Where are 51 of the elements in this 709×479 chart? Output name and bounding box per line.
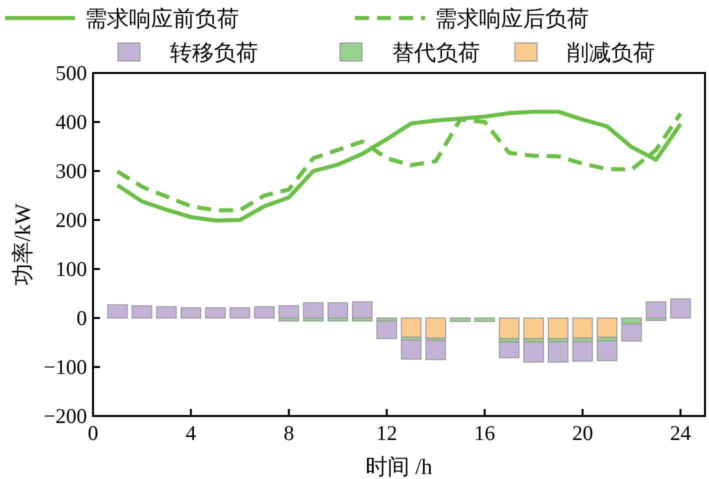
bar bbox=[205, 307, 226, 318]
bar bbox=[646, 301, 666, 318]
legend-label: 转移负荷 bbox=[170, 40, 258, 65]
bar bbox=[548, 318, 568, 340]
legend-label: 替代负荷 bbox=[392, 40, 480, 65]
bar bbox=[572, 318, 593, 339]
y-tick-label: 300 bbox=[56, 159, 87, 183]
bar bbox=[474, 318, 495, 322]
bar bbox=[670, 298, 691, 318]
y-axis-title: 功率/kW bbox=[10, 203, 35, 286]
bar bbox=[230, 307, 250, 318]
bar bbox=[303, 302, 324, 318]
x-tick-label: 16 bbox=[474, 421, 496, 445]
bar bbox=[572, 341, 593, 362]
bar bbox=[376, 320, 398, 340]
bar bbox=[107, 304, 128, 318]
y-tick-label: 400 bbox=[56, 110, 87, 134]
bar bbox=[523, 318, 544, 340]
bar bbox=[352, 301, 373, 318]
y-tick-label: −100 bbox=[44, 355, 87, 379]
x-tick-label: 12 bbox=[376, 421, 398, 445]
bar bbox=[156, 306, 177, 318]
bar bbox=[180, 307, 202, 318]
x-tick-label: 4 bbox=[186, 421, 197, 445]
x-tick-label: 20 bbox=[572, 421, 594, 445]
bar bbox=[425, 340, 446, 360]
bar bbox=[254, 306, 275, 318]
y-tick-label: 200 bbox=[56, 208, 87, 232]
bar bbox=[400, 318, 422, 338]
bar bbox=[450, 318, 470, 322]
x-tick-label: 8 bbox=[284, 421, 294, 445]
legend-label: 需求响应后负荷 bbox=[435, 6, 589, 31]
y-tick-label: 0 bbox=[76, 306, 87, 330]
bar bbox=[498, 342, 520, 358]
bar bbox=[498, 318, 520, 340]
bar bbox=[596, 340, 618, 362]
bar bbox=[523, 342, 544, 363]
x-axis-title: 时间 /h bbox=[366, 454, 432, 479]
bar bbox=[278, 305, 300, 318]
bar bbox=[425, 318, 446, 339]
x-tick-label: 24 bbox=[670, 421, 692, 445]
bar bbox=[328, 302, 348, 318]
bar bbox=[596, 318, 618, 338]
legend-label: 削减负荷 bbox=[567, 40, 655, 65]
bar bbox=[132, 305, 152, 318]
bar bbox=[400, 340, 422, 360]
y-tick-label: 100 bbox=[56, 257, 87, 281]
y-tick-label: 500 bbox=[56, 61, 87, 85]
y-tick-label: −200 bbox=[44, 404, 87, 428]
legend-label: 需求响应前负荷 bbox=[85, 6, 239, 31]
bar bbox=[548, 342, 568, 363]
